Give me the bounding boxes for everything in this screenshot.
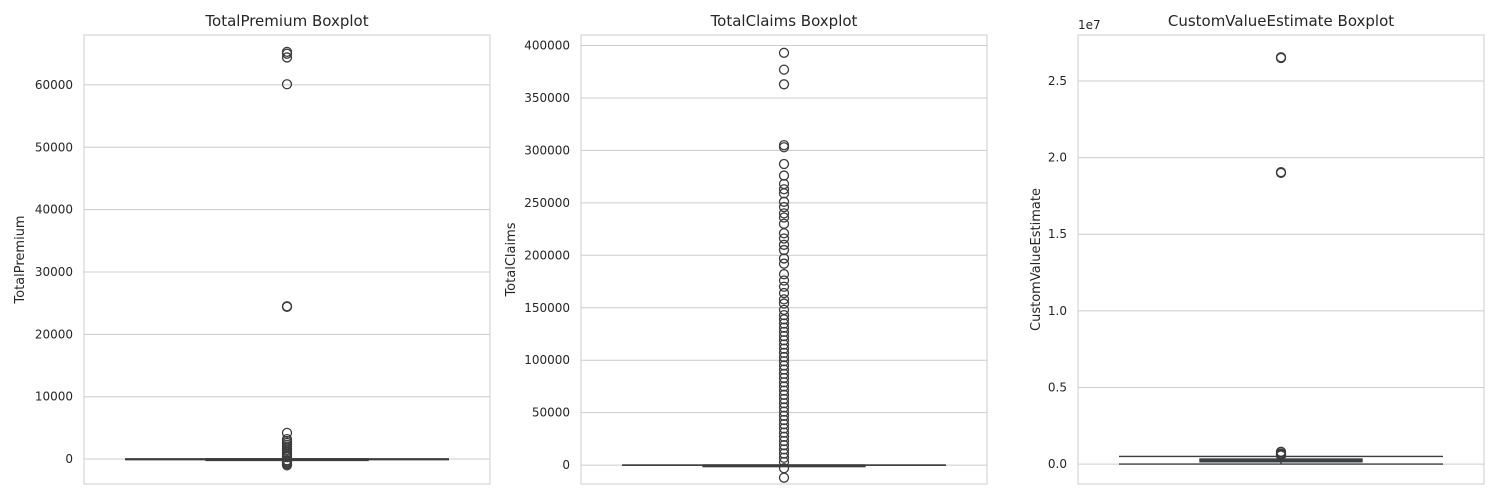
outlier-point <box>778 253 790 264</box>
outlier-point <box>778 158 790 170</box>
outlier-point <box>778 275 790 286</box>
outlier-point <box>281 452 293 463</box>
y-tick-label: 2.0 <box>1048 151 1067 165</box>
outlier-point <box>778 233 790 244</box>
y-tick-label: 1.0 <box>1048 304 1067 318</box>
y-tick-label: 2.5 <box>1048 74 1067 88</box>
y-tick-label: 350000 <box>524 91 570 105</box>
outlier-point <box>778 281 790 292</box>
outlier-point <box>281 427 293 439</box>
outlier-point <box>778 228 790 239</box>
outlier-point <box>778 201 790 213</box>
y-tick-label: 0.0 <box>1048 457 1067 471</box>
outlier-point <box>778 208 790 219</box>
outlier-point <box>281 48 293 59</box>
outlier-point <box>778 196 790 207</box>
y-tick-label: 1.5 <box>1048 227 1067 241</box>
outlier-point <box>778 79 790 90</box>
outlier-point <box>778 287 790 299</box>
chart-title: CustomValueEstimate Boxplot <box>1168 12 1394 30</box>
plot-area <box>1077 34 1485 485</box>
outlier-point <box>778 239 790 250</box>
y-tick-label: 0 <box>562 458 570 472</box>
outlier-point <box>1275 167 1287 179</box>
y-tick-label: 60000 <box>35 78 73 92</box>
y-tick-label: 0.5 <box>1048 380 1067 394</box>
outlier-point <box>281 52 293 63</box>
chart-title: TotalPremium Boxplot <box>204 12 368 30</box>
y-tick-label: 40000 <box>35 203 73 217</box>
outlier-point <box>778 212 790 223</box>
y-tick-label: 200000 <box>524 248 570 262</box>
chart-title: TotalClaims Boxplot <box>710 12 858 30</box>
y-tick-label: 0 <box>65 452 73 466</box>
y-tick-label: 250000 <box>524 196 570 210</box>
outlier-point <box>778 269 790 280</box>
outlier-point <box>1275 52 1287 64</box>
y-axis-label: TotalPremium <box>13 215 28 304</box>
panel-total-claims: 0 50000 100000 150000 200000 250000 300000 3500… <box>504 12 988 485</box>
outlier-point <box>281 79 293 90</box>
y-tick-label: 300000 <box>524 143 570 157</box>
outlier-point <box>778 294 790 305</box>
y-tick-label: 100000 <box>524 353 570 367</box>
outlier-point <box>778 452 790 463</box>
outlier-point <box>778 64 790 75</box>
outlier-point <box>778 298 790 309</box>
outlier-point <box>778 472 790 483</box>
panel-total-premium: 0 10000 20000 30000 40000 50000 60000 TotalPrem… <box>13 12 491 485</box>
outlier-point <box>778 456 790 468</box>
y-tick-label: 400000 <box>524 38 570 52</box>
plot-area <box>83 34 491 485</box>
y-tick-label: 150000 <box>524 301 570 315</box>
outlier-point <box>281 301 293 313</box>
outlier-point <box>1275 450 1287 461</box>
y-tick-label: 50000 <box>35 140 73 154</box>
y-tick-label: 50000 <box>532 406 570 420</box>
outlier-point <box>778 47 790 58</box>
outlier-point <box>281 460 293 471</box>
y-tick-label: 10000 <box>35 390 73 404</box>
outlier-point <box>778 142 790 153</box>
y-tick-label: 30000 <box>35 265 73 279</box>
y-axis-label: TotalClaims <box>504 222 519 297</box>
y-tick-label: 20000 <box>35 327 73 341</box>
panel-custom-value-estimate: 0.0 0.5 1.0 1.5 2.0 2.5 CustomValueEstimate Bo… <box>1029 12 1485 485</box>
axis-offset-label: 1e7 <box>1078 18 1101 32</box>
outlier-point <box>778 258 790 269</box>
y-axis-label: CustomValueEstimate <box>1029 188 1044 331</box>
outlier-point <box>778 184 790 195</box>
